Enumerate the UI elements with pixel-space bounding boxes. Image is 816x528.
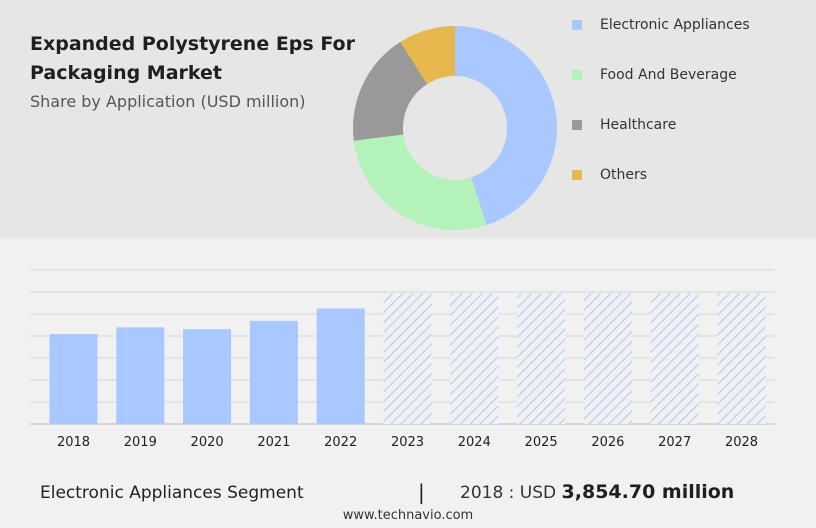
forecast-bar-2027 [650,293,699,424]
legend-swatch [572,70,582,80]
legend-item-others: Others [572,165,647,185]
bar-2019 [116,327,165,424]
chart-title: Expanded Polystyrene Eps For Packaging M… [30,33,355,84]
donut-slice-food-and-beverage [353,134,487,230]
forecast-bar-2024 [450,293,499,424]
donut-slice-others [400,26,455,85]
legend-item-healthcare: Healthcare [572,115,676,135]
segment-value-prefix: 2018 : USD [460,483,557,503]
chart-subtitle: Share by Application (USD million) [30,92,306,111]
donut-chart [353,26,557,230]
x-tick-label-2024: 2024 [458,435,491,450]
legend-swatch [572,120,582,130]
legend-swatch [572,170,582,180]
x-tick-label-2023: 2023 [391,435,424,450]
segment-value-amount: 3,854.70 million [561,481,735,503]
footer-divider: | [418,480,425,504]
legend-item-electronic-appliances: Electronic Appliances [572,15,750,35]
x-tick-label-2028: 2028 [725,435,758,450]
bar-2021 [249,320,298,424]
legend-label: Others [600,167,648,183]
x-tick-label-2019: 2019 [124,435,157,450]
forecast-bar-2026 [583,293,632,424]
x-tick-label-2021: 2021 [257,435,290,450]
legend-item-food-and-beverage: Food And Beverage [572,65,737,85]
donut-slice-healthcare [353,41,428,141]
bar-chart: 2018 2019 2020 2021 2022 2023 2024 2025 2026 2027… [30,269,775,450]
x-tick-label-2025: 2025 [525,435,558,450]
legend-label: Food And Beverage [600,67,737,83]
bar-2020 [183,329,232,424]
x-tick-label-2027: 2027 [658,435,691,450]
forecast-bar-2023 [383,293,432,424]
legend-label: Healthcare [600,117,677,133]
x-tick-label-2018: 2018 [57,435,90,450]
bar-2018 [49,334,98,424]
x-tick-label-2022: 2022 [324,435,357,450]
x-tick-label-2020: 2020 [191,435,224,450]
x-tick-label-2026: 2026 [591,435,624,450]
donut-slice-electronic-appliances [455,26,557,226]
forecast-bar-2028 [717,293,766,424]
bar-2022 [316,308,365,424]
forecast-bar-2025 [517,293,566,424]
legend-label: Electronic Appliances [600,17,750,33]
segment-label: Electronic Appliances Segment [40,483,304,503]
legend-swatch [572,20,582,30]
source-link[interactable]: www.technavio.com [342,508,474,523]
segment-value: 2018 : USD 3,854.70 million [460,481,734,503]
